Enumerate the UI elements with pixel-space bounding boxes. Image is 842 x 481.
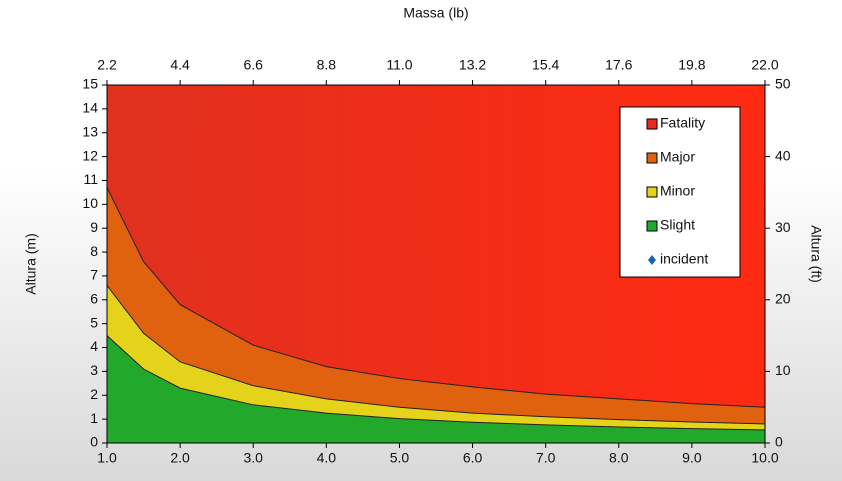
y-tick-label: 4 bbox=[90, 338, 98, 354]
area-edge bbox=[106, 335, 766, 431]
x-tick-label: 7.0 bbox=[536, 450, 556, 466]
x2-tick-label: 11.0 bbox=[386, 57, 412, 73]
y-tick-label: 0 bbox=[90, 434, 98, 450]
x-tick-label: 9.0 bbox=[682, 450, 702, 466]
y-tick-label: 9 bbox=[90, 219, 98, 235]
y-tick-label: 13 bbox=[82, 123, 98, 139]
y-tick-label: 6 bbox=[90, 291, 98, 307]
legend-label: Fatality bbox=[660, 115, 705, 131]
x2-tick-label: 13.2 bbox=[459, 57, 486, 73]
area-edge bbox=[106, 285, 766, 425]
x2-tick-label: 8.8 bbox=[317, 57, 337, 73]
y2-tick-label: 30 bbox=[775, 219, 791, 235]
x-tick-label: 8.0 bbox=[609, 450, 629, 466]
y-tick-label: 14 bbox=[82, 100, 98, 116]
legend-box bbox=[619, 106, 741, 278]
legend-swatch bbox=[646, 220, 658, 232]
area-edge bbox=[106, 187, 766, 408]
x-tick-label: 4.0 bbox=[317, 450, 337, 466]
x2-tick-label: 2.2 bbox=[97, 57, 117, 73]
legend-label: Major bbox=[660, 149, 695, 165]
y-tick-label: 1 bbox=[90, 410, 98, 426]
x2-tick-label: 17.6 bbox=[605, 57, 632, 73]
legend-label: Minor bbox=[660, 183, 695, 199]
y-tick-label: 15 bbox=[82, 76, 98, 92]
y2-tick-label: 40 bbox=[775, 147, 791, 163]
x2-tick-label: 6.6 bbox=[243, 57, 263, 73]
y-tick-label: 3 bbox=[90, 362, 98, 378]
y-tick-label: 7 bbox=[90, 267, 98, 283]
x-tick-label: 5.0 bbox=[390, 450, 410, 466]
x2-tick-label: 19.8 bbox=[678, 57, 705, 73]
area-fill bbox=[107, 187, 765, 443]
y-tick-label: 11 bbox=[83, 171, 98, 187]
y-tick-label: 2 bbox=[90, 386, 98, 402]
x2-tick-label: 15.4 bbox=[532, 57, 559, 73]
x2-tick-label: 4.4 bbox=[170, 57, 190, 73]
y-tick-label: 5 bbox=[90, 314, 98, 330]
x-tick-label: 2.0 bbox=[170, 450, 190, 466]
y2-tick-label: 50 bbox=[775, 76, 791, 92]
y2-tick-label: 0 bbox=[775, 434, 783, 450]
plot-frame bbox=[106, 84, 766, 444]
y-tick-label: 10 bbox=[82, 195, 98, 211]
y-tick-label: 8 bbox=[90, 243, 98, 259]
legend-swatch bbox=[646, 152, 658, 164]
legend-swatch bbox=[646, 186, 658, 198]
legend-label: Slight bbox=[660, 217, 695, 233]
y-tick-label: 12 bbox=[82, 147, 98, 163]
legend-swatch bbox=[646, 118, 658, 130]
legend-label: incident bbox=[660, 251, 708, 267]
x-tick-label: 10.0 bbox=[751, 450, 778, 466]
y2-axis-title: Altura (ft) bbox=[808, 225, 824, 283]
legend-marker bbox=[648, 255, 656, 265]
x-tick-label: 1.0 bbox=[97, 450, 117, 466]
legend: Fatality Major Minor Slight incident bbox=[619, 106, 741, 278]
area-fill bbox=[107, 285, 765, 443]
area-fill bbox=[107, 335, 765, 443]
x-tick-label: 3.0 bbox=[243, 450, 263, 466]
top-axis-title: Massa (lb) bbox=[403, 5, 468, 21]
y-axis-title: Altura (m) bbox=[23, 233, 39, 294]
y2-tick-label: 20 bbox=[775, 291, 791, 307]
y2-tick-label: 10 bbox=[775, 362, 791, 378]
x2-tick-label: 22.0 bbox=[751, 57, 778, 73]
x-tick-label: 6.0 bbox=[463, 450, 483, 466]
